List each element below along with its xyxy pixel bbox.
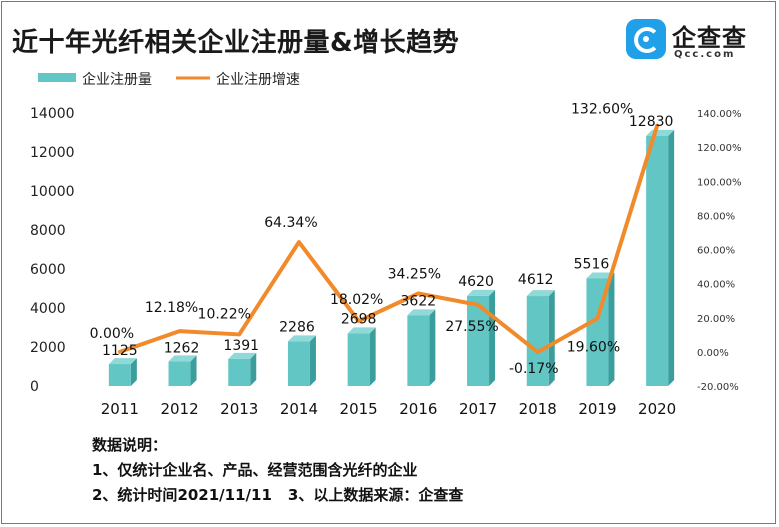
logo-subtitle: Qcc.com [674, 49, 736, 60]
notes-line-2b: 3、以上数据来源：企查查 [287, 486, 464, 504]
y-left-tick-label: 12000 [30, 145, 75, 161]
line-value-label: 34.25% [388, 266, 441, 282]
bar-side [250, 352, 257, 386]
line-value-label: 0.00% [90, 326, 134, 342]
x-tick-label: 2011 [101, 400, 139, 418]
notes-line-2a: 2、统计时间2021/11/11 [92, 486, 272, 504]
notes-line-2: 2、统计时间2021/11/11 3、以上数据来源：企查查 [92, 483, 463, 508]
x-tick-label: 2013 [220, 400, 258, 418]
notes-heading: 数据说明： [92, 436, 168, 454]
line-value-label: 10.22% [198, 306, 251, 322]
bar-top [347, 327, 376, 334]
bar-value-label: 1391 [223, 338, 259, 354]
y-left-tick-label: 14000 [30, 106, 75, 122]
x-tick-label: 2019 [578, 400, 616, 418]
bar [646, 135, 669, 386]
legend-label-line: 企业注册增速 [216, 71, 300, 88]
line-value-label: 64.34% [264, 215, 317, 231]
bar [526, 296, 549, 386]
bar-value-label: 4612 [518, 272, 554, 288]
x-tick-label: 2016 [399, 400, 437, 418]
line-value-label: -0.17% [509, 361, 559, 377]
bar-top [467, 289, 496, 296]
line-value-label: 12.18% [145, 300, 198, 316]
bar-value-label: 1262 [164, 340, 200, 356]
y-left-tick-label: 8000 [30, 223, 66, 239]
chart-title: 近十年光纤相关企业注册量&增长趋势 [12, 28, 460, 58]
legend-swatch-bars [38, 73, 76, 82]
bar-top [407, 309, 436, 316]
y-left-tick-label: 2000 [30, 340, 66, 356]
bar-value-label: 4620 [458, 274, 494, 290]
y-right-tick-label: 40.00% [697, 280, 735, 291]
y-right-tick-label: 0.00% [697, 348, 729, 359]
bar [287, 341, 310, 386]
logo-icon [626, 19, 666, 59]
bar-side [309, 335, 316, 386]
bar-side [548, 290, 555, 386]
logo: 企查查 Qcc.com [626, 18, 771, 66]
x-tick-label: 2014 [280, 400, 318, 418]
y-right-tick-label: 80.00% [697, 211, 735, 222]
bar-top [228, 352, 257, 359]
bar-top [108, 358, 137, 365]
x-tick-label: 2020 [638, 400, 676, 418]
y-left-tick-label: 6000 [30, 262, 66, 278]
bar-value-label: 5516 [574, 256, 610, 272]
logo-name: 企查查 [672, 24, 747, 52]
y-right-tick-label: 100.00% [697, 177, 742, 188]
y-left-tick-label: 4000 [30, 301, 66, 317]
bar-value-label: 2286 [279, 319, 315, 335]
line-value-label: 18.02% [330, 292, 383, 308]
y-right-tick-label: 140.00% [697, 109, 742, 120]
y-left-tick-label: 10000 [30, 184, 75, 200]
bar-value-label: 3622 [401, 293, 437, 309]
bar-value-label: 12830 [629, 114, 674, 130]
bar-top [586, 272, 615, 279]
bar-side [668, 129, 675, 386]
legend-label-bars: 企业注册量 [82, 71, 152, 88]
bar-side [369, 327, 376, 386]
x-tick-label: 2017 [459, 400, 497, 418]
y-right-tick-label: -20.00% [697, 382, 739, 393]
bar-top [526, 290, 555, 297]
bar [347, 333, 370, 386]
x-tick-label: 2015 [340, 400, 378, 418]
y-right-tick-label: 20.00% [697, 314, 735, 325]
x-tick-label: 2018 [519, 400, 557, 418]
bar-side [130, 358, 137, 386]
line-value-label: 27.55% [445, 319, 498, 335]
y-right-tick-label: 60.00% [697, 246, 735, 257]
notes-line-1: 1、仅统计企业名、产品、经营范围含光纤的企业 [92, 461, 418, 479]
bar [228, 358, 251, 386]
bar-side [608, 272, 615, 386]
line-value-label: 132.60% [571, 102, 633, 118]
bar-value-label: 2698 [341, 311, 377, 327]
line-value-label: 19.60% [567, 339, 620, 355]
bar-side [489, 289, 496, 386]
data-notes: 数据说明： 1、仅统计企业名、产品、经营范围含光纤的企业 2、统计时间2021/… [92, 433, 463, 508]
bar [407, 315, 430, 386]
growth-line [117, 123, 660, 355]
bar [467, 295, 490, 386]
y-right-tick-label: 120.00% [697, 143, 742, 154]
bar-side [429, 309, 436, 386]
bar [108, 364, 131, 386]
bar-side [190, 355, 197, 386]
x-tick-label: 2012 [160, 400, 198, 418]
bar [168, 361, 191, 386]
bar-top [168, 355, 197, 362]
bar-value-label: 1125 [102, 343, 138, 359]
bar-top [287, 335, 316, 342]
y-left-tick-label: 0 [30, 379, 39, 395]
